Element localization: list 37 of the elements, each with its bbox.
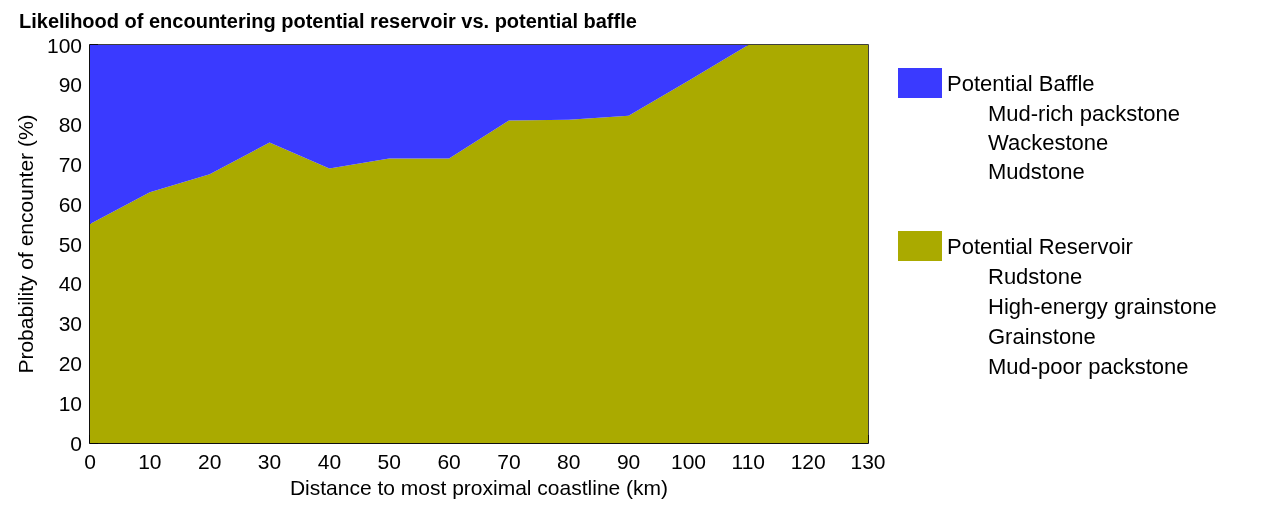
text: Mud-poor packstone xyxy=(988,353,1189,379)
text: Wackestone xyxy=(988,129,1109,155)
x-tick-label: 10 xyxy=(138,450,162,473)
y-tick-label: 90 xyxy=(58,73,82,97)
text: Mudstone xyxy=(988,158,1085,184)
y-tick-label: 40 xyxy=(58,272,82,296)
x-tick-label: 90 xyxy=(616,450,641,473)
y-tick-label: 70 xyxy=(58,152,82,176)
x-tick-label: 130 xyxy=(850,450,886,473)
x-tick-label: 70 xyxy=(497,450,521,473)
y-tick-label: 60 xyxy=(58,192,82,216)
x-tick-label: 30 xyxy=(257,450,282,473)
legend-label: Potential Baffle xyxy=(947,70,1095,96)
x-tick-label: 40 xyxy=(317,450,342,473)
text: Grainstone xyxy=(988,323,1096,349)
y-tick-label: 50 xyxy=(58,232,82,256)
text: High-energy grainstone xyxy=(988,293,1217,319)
x-tick-label: 60 xyxy=(437,450,461,473)
x-tick-label: 100 xyxy=(670,450,706,473)
x-tick-label: 50 xyxy=(377,450,401,473)
x-tick-label: 110 xyxy=(731,450,766,473)
text: Mud-rich packstone xyxy=(988,100,1180,126)
y-tick-label: 100 xyxy=(46,33,82,57)
y-tick-label: 0 xyxy=(70,431,82,455)
x-tick-label: 80 xyxy=(557,450,581,473)
x-axis-title: Distance to most proximal coastline (km) xyxy=(289,475,669,499)
x-tick-label: 20 xyxy=(198,450,222,473)
x-tick-label: 0 xyxy=(84,450,96,473)
y-tick-label: 10 xyxy=(58,391,82,415)
x-tick-label: 120 xyxy=(790,450,826,473)
text: Rudstone xyxy=(988,263,1083,289)
y-tick-label: 20 xyxy=(58,351,82,375)
y-axis-title: Probability of encounter (%) xyxy=(14,114,38,374)
y-tick-label: 30 xyxy=(58,312,82,336)
legend-label: Potential Reservoir xyxy=(947,233,1133,259)
chart-title: Likelihood of encountering potential reservoir vs. potential baffle xyxy=(19,10,637,32)
y-tick-label: 80 xyxy=(58,113,82,137)
